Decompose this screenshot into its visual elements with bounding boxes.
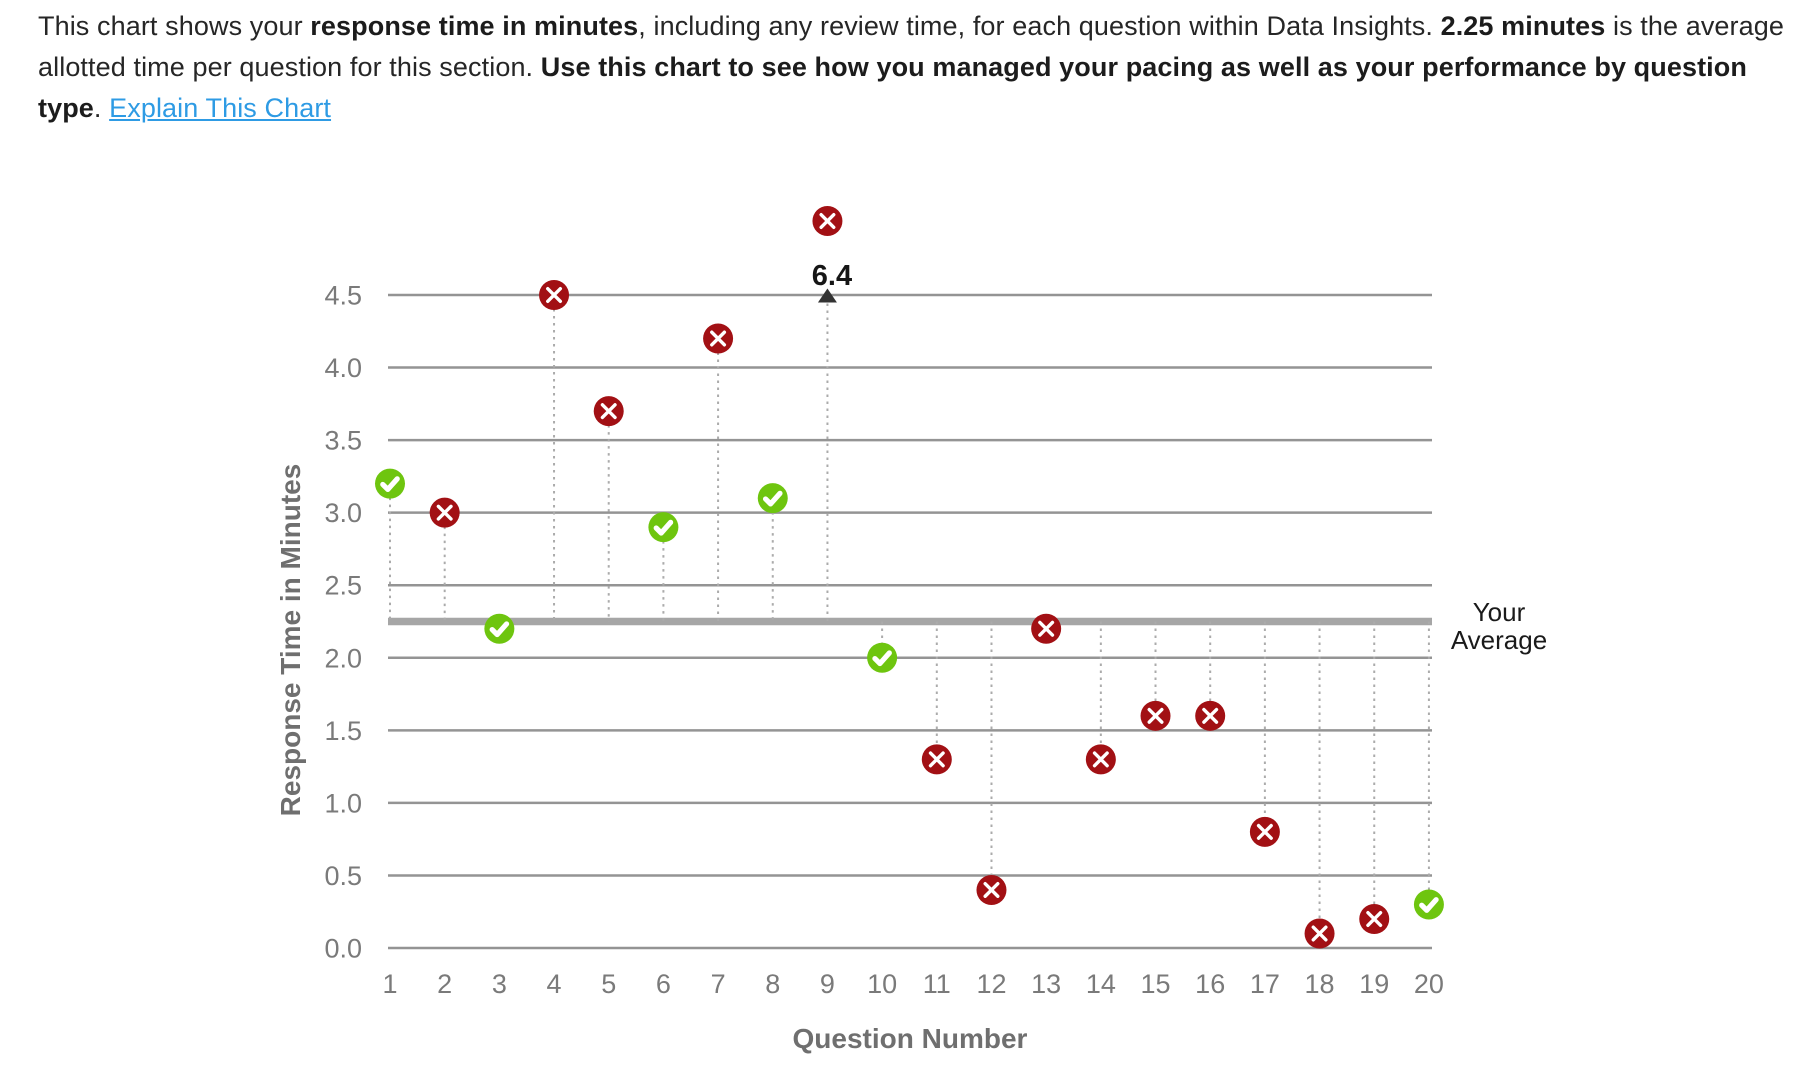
intro-text-segment: 2.25 minutes xyxy=(1440,11,1606,41)
x-tick-label-7: 7 xyxy=(711,969,726,999)
x-icon xyxy=(600,403,617,420)
marker-q5[interactable] xyxy=(593,396,624,427)
x-icon xyxy=(1038,620,1055,637)
x-tick-label-14: 14 xyxy=(1086,969,1116,999)
marker-q11[interactable] xyxy=(921,744,952,775)
y-tick-label-0.5: 0.5 xyxy=(324,861,362,891)
x-icon xyxy=(1202,707,1219,724)
y-tick-label-1.0: 1.0 xyxy=(324,788,362,818)
check-icon xyxy=(1419,897,1439,913)
check-icon xyxy=(489,621,510,638)
x-tick-label-6: 6 xyxy=(656,969,671,999)
x-tick-label-5: 5 xyxy=(601,969,616,999)
x-axis-title: Question Number xyxy=(793,1023,1028,1054)
x-icon xyxy=(710,330,727,347)
check-icon xyxy=(872,650,892,667)
y-tick-label-0.0: 0.0 xyxy=(324,934,362,964)
intro-text-segment: response time in minutes xyxy=(310,11,639,41)
x-tick-label-3: 3 xyxy=(492,969,507,999)
marker-q3[interactable] xyxy=(484,613,515,644)
y-tick-label-3.0: 3.0 xyxy=(324,498,362,528)
marker-q7[interactable] xyxy=(703,323,734,354)
y-tick-label-2.5: 2.5 xyxy=(324,571,362,601)
marker-q16[interactable] xyxy=(1195,700,1226,731)
marker-q9[interactable] xyxy=(812,205,843,236)
x-icon xyxy=(1311,925,1328,942)
average-line-label: Your Average xyxy=(1451,597,1547,655)
x-tick-label-4: 4 xyxy=(547,969,562,999)
x-tick-label-19: 19 xyxy=(1359,969,1389,999)
x-tick-label-18: 18 xyxy=(1305,969,1335,999)
check-icon xyxy=(762,490,783,507)
marker-q12[interactable] xyxy=(976,874,1007,905)
x-tick-label-8: 8 xyxy=(765,969,780,999)
x-tick-label-13: 13 xyxy=(1031,969,1061,999)
x-tick-label-20: 20 xyxy=(1414,969,1444,999)
x-icon xyxy=(1092,751,1109,768)
marker-q10[interactable] xyxy=(867,642,898,673)
intro-text-segment: This chart shows your xyxy=(38,11,311,41)
intro-text-segment: Use this chart to see how you managed yo… xyxy=(38,52,1747,123)
intro-paragraph: This chart shows your response time in m… xyxy=(38,6,1790,129)
marker-q1[interactable] xyxy=(375,468,405,499)
marker-q4[interactable] xyxy=(539,280,570,311)
marker-q6[interactable] xyxy=(648,512,679,543)
y-tick-label-2.0: 2.0 xyxy=(324,643,362,673)
x-tick-label-15: 15 xyxy=(1140,969,1170,999)
x-tick-label-12: 12 xyxy=(976,969,1006,999)
x-tick-label-9: 9 xyxy=(820,969,835,999)
marker-q20[interactable] xyxy=(1413,889,1444,920)
marker-q18[interactable] xyxy=(1304,918,1335,949)
y-tick-label-4.5: 4.5 xyxy=(324,281,362,311)
x-tick-label-1: 1 xyxy=(382,969,397,999)
x-icon xyxy=(546,287,563,304)
check-icon xyxy=(653,519,674,536)
y-axis-title: Response Time in Minutes xyxy=(275,464,306,817)
x-icon xyxy=(1366,910,1383,927)
marker-q15[interactable] xyxy=(1140,700,1171,731)
marker-q13[interactable] xyxy=(1031,613,1062,644)
overflow-value-label: 6.4 xyxy=(812,260,852,292)
x-icon xyxy=(1147,707,1164,724)
intro-text-segment: , including any review time, for each qu… xyxy=(638,11,1441,41)
check-icon xyxy=(380,476,400,493)
marker-q2[interactable] xyxy=(429,497,460,528)
x-tick-label-11: 11 xyxy=(923,969,951,999)
y-tick-label-3.5: 3.5 xyxy=(324,426,362,456)
marker-q17[interactable] xyxy=(1249,816,1280,847)
intro-text-segment: is the average allotted time per questio… xyxy=(38,11,1784,82)
y-tick-label-4.0: 4.0 xyxy=(324,353,362,383)
x-tick-label-2: 2 xyxy=(437,969,452,999)
intro-text-segment: . xyxy=(93,93,110,123)
overflow-arrow-up-icon xyxy=(817,288,837,303)
x-tick-label-16: 16 xyxy=(1195,969,1225,999)
marker-q8[interactable] xyxy=(757,483,788,514)
x-icon xyxy=(819,212,836,229)
x-icon xyxy=(928,751,945,768)
x-icon xyxy=(436,504,453,521)
marker-q14[interactable] xyxy=(1085,744,1116,775)
x-tick-label-10: 10 xyxy=(867,969,897,999)
x-icon xyxy=(1256,823,1273,840)
y-tick-label-1.5: 1.5 xyxy=(324,716,362,746)
x-icon xyxy=(983,881,1000,898)
x-tick-label-17: 17 xyxy=(1250,969,1280,999)
marker-q19[interactable] xyxy=(1359,903,1390,934)
explain-this-chart-link[interactable]: Explain This Chart xyxy=(109,93,332,123)
